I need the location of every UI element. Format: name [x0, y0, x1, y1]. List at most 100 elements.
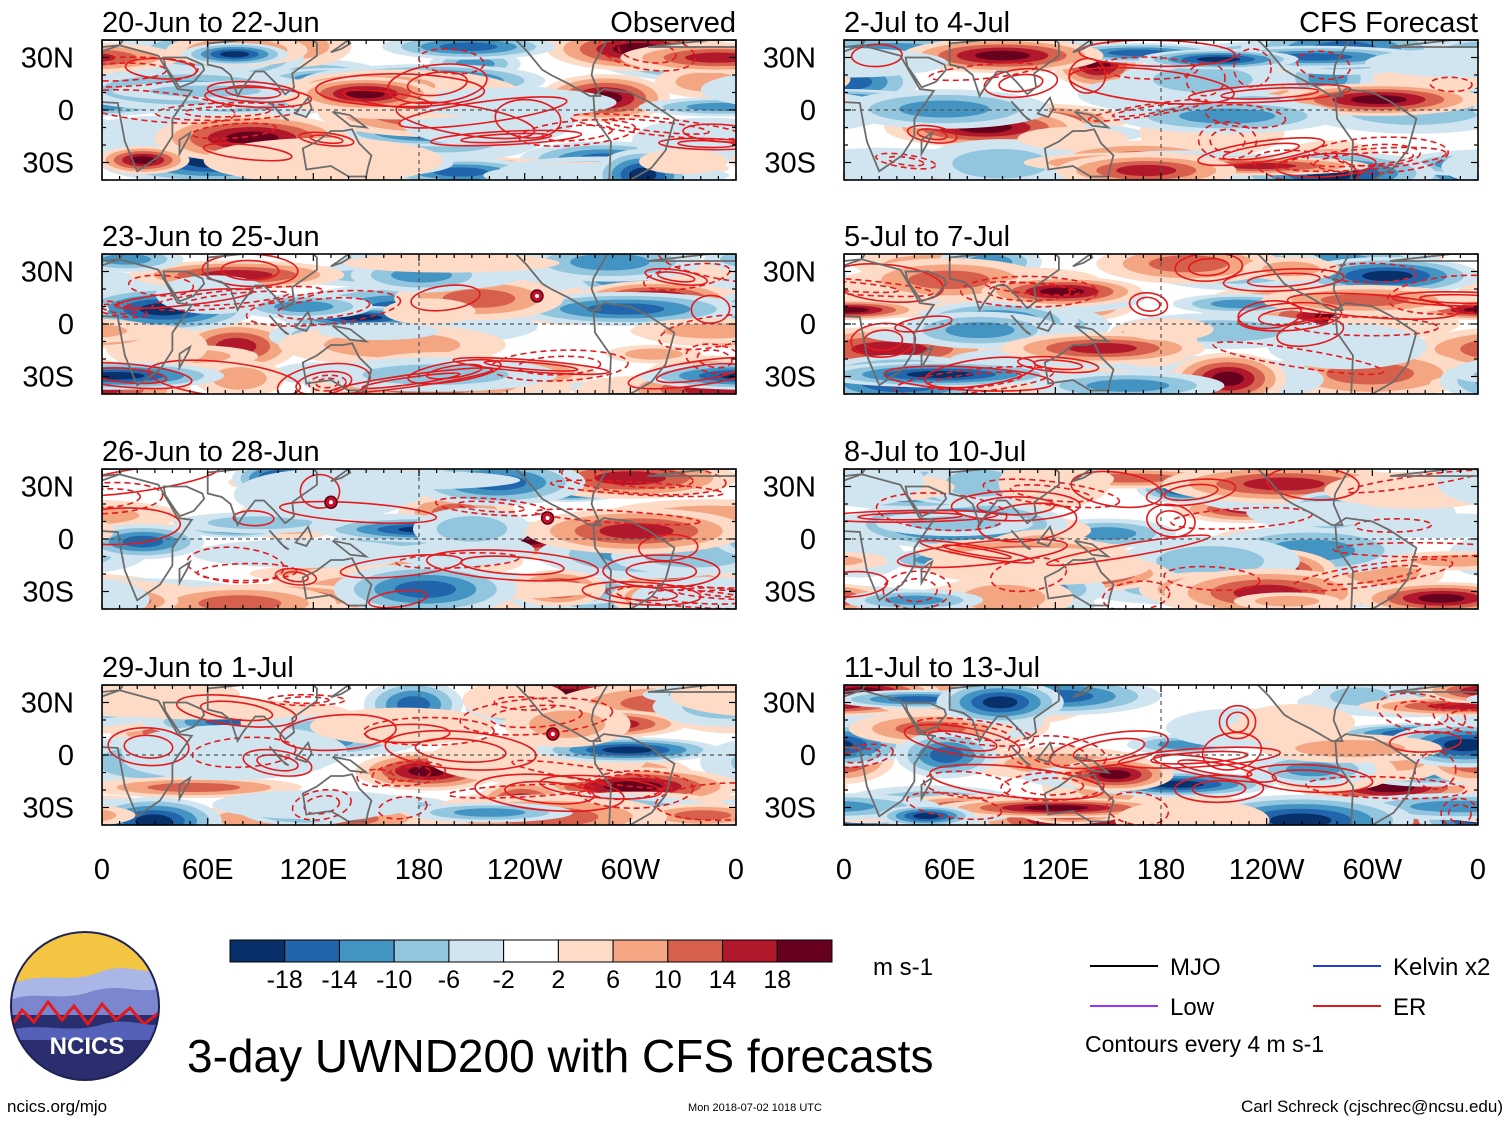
coastlines — [102, 254, 736, 394]
er-contours — [844, 469, 1478, 609]
y-tick-label: 30S — [22, 362, 74, 394]
colorbar-tick: 10 — [654, 966, 682, 994]
y-tick-label: 30S — [22, 793, 74, 825]
er-contours — [850, 40, 1473, 180]
colorbar-swatch — [776, 939, 833, 963]
colorbar-swatch — [557, 939, 614, 963]
panel-ticks — [843, 253, 1479, 395]
colorbar-swatch — [722, 939, 778, 963]
wind-anomaly-field — [102, 40, 736, 180]
panel-6: 30N 0 30S 5-Jul to 7-Jul — [763, 221, 1479, 395]
panel-title: 20-Jun to 22-Jun — [102, 7, 320, 39]
x-tick-label: 60E — [924, 854, 976, 886]
panel-3: 30N 0 30S 26-Jun to 28-Jun — [21, 436, 737, 610]
y-tick-label: 30N — [763, 688, 816, 720]
y-tick-label: 30N — [763, 43, 816, 75]
colorbar-swatch — [338, 939, 395, 963]
y-tick-label: 0 — [58, 740, 74, 772]
coastlines — [844, 685, 1478, 825]
y-tick-label: 0 — [800, 309, 816, 341]
colorbar-tick: -6 — [438, 966, 460, 994]
x-tick-label: 60W — [601, 854, 661, 886]
panels: 30N 0 30S 20-Jun to 22-Jun Observed 30N 0 30S 23… — [21, 7, 1479, 826]
y-tick-label: 30N — [21, 257, 74, 289]
x-tick-label: 120W — [1229, 854, 1305, 886]
panel-ticks — [101, 253, 737, 395]
legend-label-mjo: MJO — [1170, 954, 1221, 981]
coastlines — [102, 685, 736, 825]
panel-7: 30N 0 30S 8-Jul to 10-Jul — [763, 436, 1479, 610]
panel-1: 30N 0 30S 20-Jun to 22-Jun Observed — [21, 7, 737, 181]
panel-title: 11-Jul to 13-Jul — [844, 652, 1040, 684]
storm-eye — [534, 294, 539, 298]
ncics-logo: NCICS — [10, 931, 160, 1081]
y-tick-label: 30N — [763, 257, 816, 289]
panel-title: 29-Jun to 1-Jul — [102, 652, 294, 684]
colorbar-units: m s-1 — [873, 954, 933, 981]
credit: Carl Schreck (cjschrec@ncsu.edu) — [1241, 1097, 1503, 1116]
panel-title: 23-Jun to 25-Jun — [102, 221, 320, 253]
y-tick-label: 30S — [22, 148, 74, 180]
panel-tag: CFS Forecast — [1299, 7, 1478, 39]
coastlines — [844, 254, 1478, 394]
colorbar-tick: 14 — [709, 966, 737, 994]
panel-8: 30N 0 30S 11-Jul to 13-Jul — [763, 652, 1479, 826]
legend-label-er: ER — [1393, 994, 1426, 1021]
coastlines — [844, 40, 1478, 180]
y-tick-label: 30N — [21, 472, 74, 504]
x-tick-label: 0 — [836, 854, 852, 886]
colorbar-swatch — [448, 939, 505, 963]
wind-anomaly-field — [844, 254, 1478, 394]
x-tick-label: 0 — [94, 854, 110, 886]
panel-ticks — [843, 684, 1479, 826]
colorbar-swatch — [393, 939, 450, 963]
legend: MJO Kelvin x2 Low ER Contours every 4 m … — [1085, 954, 1490, 1057]
y-tick-label: 0 — [58, 95, 74, 127]
website-link[interactable]: ncics.org/mjo — [7, 1097, 107, 1116]
y-tick-label: 0 — [58, 309, 74, 341]
y-tick-label: 30N — [21, 43, 74, 75]
x-tick-label: 180 — [395, 854, 443, 886]
storm-eye — [550, 732, 555, 736]
y-tick-label: 30S — [764, 577, 816, 609]
colorbar-swatch — [284, 939, 340, 963]
wind-anomaly-field — [844, 685, 1478, 825]
wind-anomaly-field — [844, 469, 1478, 609]
x-tick-label: 60W — [1343, 854, 1403, 886]
storm-eye — [545, 516, 550, 520]
y-tick-label: 30S — [764, 148, 816, 180]
panel-title: 26-Jun to 28-Jun — [102, 436, 320, 468]
legend-label-kelvin: Kelvin x2 — [1393, 954, 1490, 981]
panel-5: 30N 0 30S 2-Jul to 4-Jul CFS Forecast — [763, 7, 1479, 181]
y-tick-label: 0 — [800, 95, 816, 127]
panel-ticks — [101, 684, 737, 826]
panel-title: 5-Jul to 7-Jul — [844, 221, 1010, 253]
coastlines — [102, 469, 736, 609]
contour-note: Contours every 4 m s-1 — [1085, 1031, 1324, 1057]
colorbar-swatch — [612, 939, 669, 963]
panel-ticks — [101, 39, 737, 181]
storm-eye — [328, 500, 333, 505]
panel-ticks — [843, 39, 1479, 181]
colorbar-tick: 2 — [551, 966, 565, 994]
y-tick-label: 0 — [800, 524, 816, 556]
er-contours — [844, 692, 1478, 825]
y-tick-label: 30S — [22, 577, 74, 609]
x-tick-label: 0 — [728, 854, 744, 886]
y-tick-label: 30S — [764, 362, 816, 394]
er-contours — [102, 254, 736, 394]
colorbar-swatch — [503, 939, 559, 963]
y-tick-label: 30N — [21, 688, 74, 720]
x-tick-label: 0 — [1470, 854, 1486, 886]
panel-ticks — [843, 468, 1479, 610]
panel-tag: Observed — [610, 7, 736, 39]
legend-label-low: Low — [1170, 994, 1215, 1021]
colorbar-tick: 6 — [606, 966, 620, 994]
er-contours — [102, 469, 736, 609]
colorbar-swatch — [229, 939, 286, 963]
colorbar-tick: -2 — [493, 966, 515, 994]
colorbar-swatch — [667, 939, 724, 963]
colorbar: -18 -14 -10 -6 -2 2 6 10 14 18 — [229, 939, 833, 994]
colorbar-tick: -10 — [376, 966, 412, 994]
